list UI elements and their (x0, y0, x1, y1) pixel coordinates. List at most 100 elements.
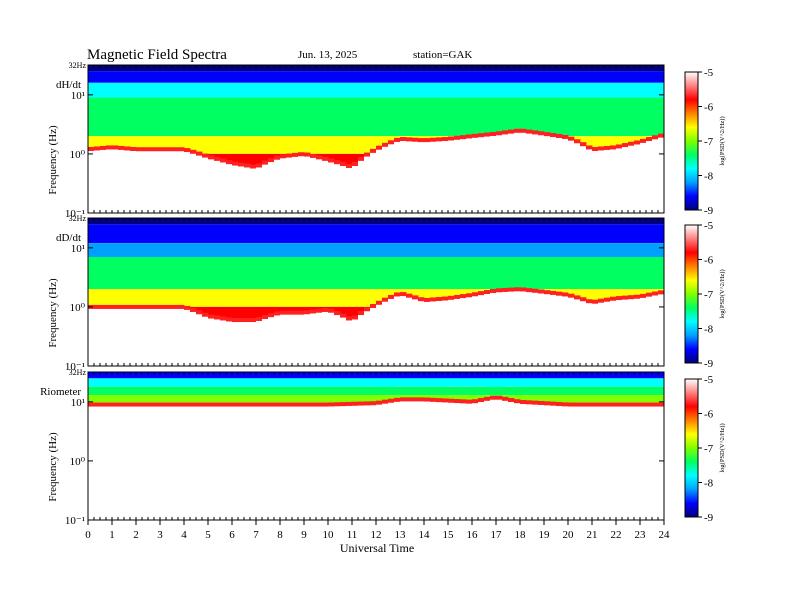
red-edge-cell (280, 310, 287, 315)
red-edge-cell (322, 402, 329, 407)
red-edge-cell (130, 402, 137, 407)
red-edge-cell (118, 145, 125, 150)
noise-floor-cell (568, 295, 575, 366)
noise-floor-cell (292, 404, 299, 520)
x-tick-label: 1 (109, 529, 115, 541)
red-edge-cell (370, 303, 377, 308)
noise-floor-cell (616, 146, 623, 213)
noise-floor-cell (406, 295, 413, 366)
x-tick-label: 11 (347, 529, 358, 541)
noise-floor-cell (244, 320, 251, 366)
noise-floor-cell (172, 306, 179, 366)
spectral-band-3 (88, 82, 664, 98)
x-tick-label: 2 (133, 529, 139, 541)
noise-floor-cell (178, 149, 185, 213)
red-edge-cell (568, 402, 575, 407)
noise-floor-cell (460, 401, 467, 520)
noise-floor-cell (292, 154, 299, 213)
red-edge-cell (622, 402, 629, 407)
red-edge-cell (658, 133, 664, 138)
noise-floor-cell (526, 402, 533, 520)
red-edge-cell (142, 147, 149, 152)
red-edge-cell (352, 401, 359, 406)
noise-floor-cell (502, 132, 509, 213)
red-edge-cell (526, 400, 533, 405)
noise-floor-cell (394, 139, 401, 213)
red-edge-cell (472, 399, 479, 404)
red-edge-cell (400, 397, 407, 402)
red-edge-cell (460, 399, 467, 404)
noise-floor-cell (604, 404, 611, 520)
red-edge-cell (316, 308, 323, 313)
red-edge-cell (238, 318, 245, 323)
noise-floor-cell (496, 397, 503, 520)
noise-floor-cell (322, 158, 329, 213)
noise-floor-cell (550, 135, 557, 213)
noise-floor-cell (250, 166, 257, 213)
x-tick-label: 9 (301, 529, 307, 541)
noise-floor-cell (196, 153, 203, 213)
red-edge-cell (190, 307, 197, 312)
red-edge-cell (172, 304, 179, 309)
red-edge-cell (382, 297, 389, 302)
red-edge-cell (214, 156, 221, 161)
noise-floor-cell (118, 306, 125, 366)
red-edge-cell (118, 402, 125, 407)
red-edge-cell (526, 129, 533, 134)
x-tick-label: 14 (419, 529, 431, 541)
colorbar-tick-label: -9 (704, 358, 714, 370)
red-edge-cell (190, 149, 197, 154)
noise-floor-cell (616, 404, 623, 520)
red-edge-cell (148, 402, 155, 407)
noise-floor-cell (340, 164, 347, 213)
red-edge-cell (436, 137, 443, 142)
noise-floor-cell (208, 316, 215, 366)
x-tick-label: 10 (323, 529, 335, 541)
red-edge-cell (382, 399, 389, 404)
red-edge-cell (562, 402, 569, 407)
noise-floor-cell (532, 132, 539, 213)
red-edge-cell (448, 136, 455, 141)
noise-floor-cell (130, 306, 137, 366)
red-edge-cell (370, 401, 377, 406)
red-edge-cell (226, 402, 233, 407)
x-tick-label: 5 (205, 529, 211, 541)
noise-floor-cell (184, 150, 191, 213)
noise-floor-cell (628, 404, 635, 520)
red-edge-cell (130, 304, 137, 309)
red-edge-cell (520, 128, 527, 133)
noise-floor-cell (310, 155, 317, 213)
noise-floor-cell (526, 131, 533, 213)
red-edge-cell (346, 401, 353, 406)
noise-floor-cell (496, 290, 503, 366)
noise-floor-cell (472, 401, 479, 520)
noise-floor-cell (334, 404, 341, 520)
noise-floor-cell (220, 404, 227, 520)
red-edge-cell (556, 402, 563, 407)
noise-floor-cell (610, 404, 617, 520)
noise-floor-cell (406, 399, 413, 520)
red-edge-cell (154, 304, 161, 309)
red-edge-cell (376, 300, 383, 305)
red-edge-cell (304, 310, 311, 315)
red-edge-cell (454, 399, 461, 404)
figure-title: Magnetic Field Spectra (87, 47, 227, 63)
red-edge-cell (310, 153, 317, 158)
red-edge-cell (184, 305, 191, 310)
noise-floor-cell (100, 404, 107, 520)
noise-floor-cell (160, 404, 167, 520)
red-edge-cell (484, 132, 491, 137)
noise-floor-cell (352, 317, 359, 366)
noise-floor-cell (508, 131, 515, 213)
noise-floor-cell (400, 139, 407, 213)
red-edge-cell (328, 308, 335, 313)
noise-floor-cell (580, 299, 587, 366)
noise-floor-cell (388, 296, 395, 366)
noise-floor-cell (544, 403, 551, 520)
noise-floor-cell (436, 139, 443, 213)
noise-floor-cell (418, 140, 425, 213)
red-edge-cell (592, 299, 599, 304)
red-edge-cell (130, 146, 137, 151)
noise-floor-cell (304, 312, 311, 366)
y-tick-label: 10¹ (71, 243, 85, 255)
